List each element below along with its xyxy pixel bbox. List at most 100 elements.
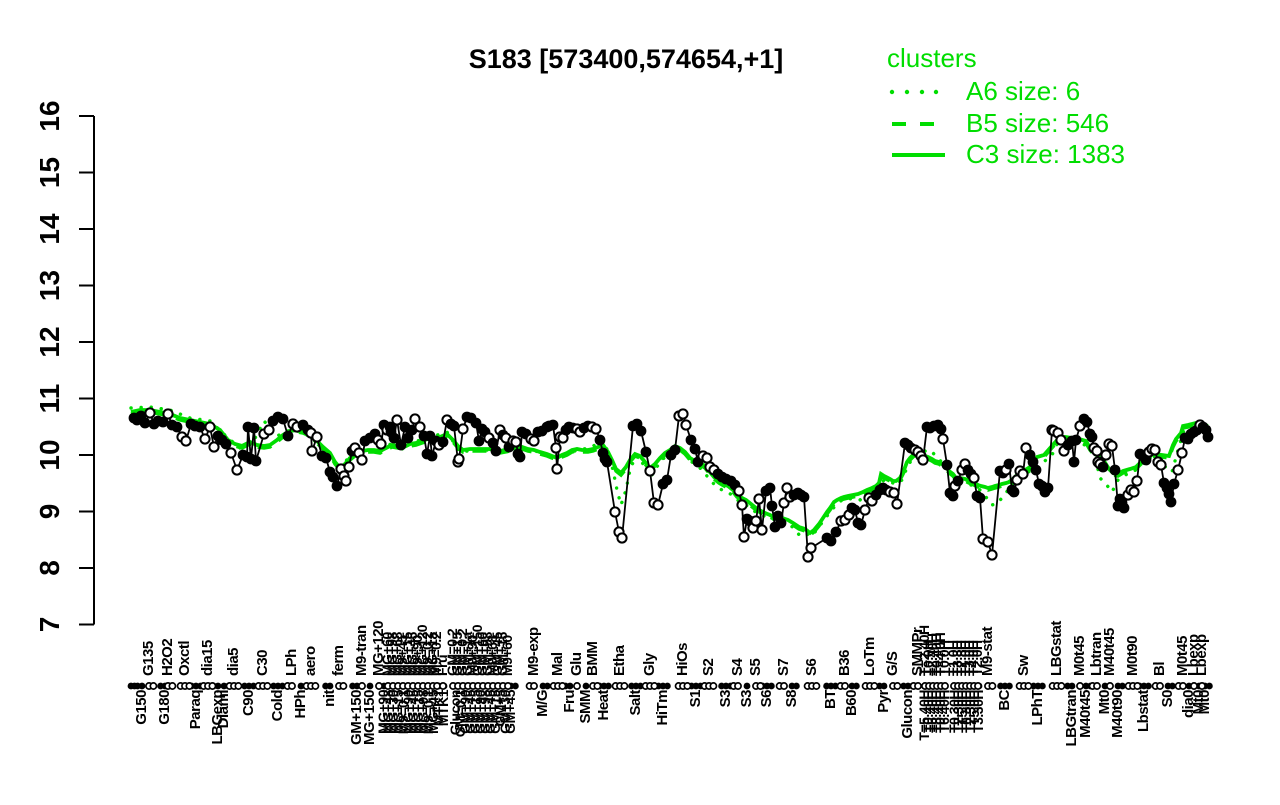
svg-text:T0.30H: T0.30H bbox=[946, 690, 962, 733]
svg-text:M9-exp: M9-exp bbox=[525, 627, 542, 676]
svg-text:M9=0.2: M9=0.2 bbox=[419, 631, 435, 676]
svg-text:M0t45: M0t45 bbox=[1174, 636, 1191, 676]
svg-text:LPh: LPh bbox=[283, 649, 300, 676]
svg-text:T0.0H: T0.0H bbox=[936, 640, 952, 676]
svg-text:M9-stat: M9-stat bbox=[979, 626, 996, 676]
svg-text:S0: S0 bbox=[1159, 690, 1176, 708]
svg-text:GM+90: GM+90 bbox=[472, 689, 488, 734]
svg-text:T1.0H: T1.0H bbox=[945, 640, 961, 676]
svg-text:MG+45: MG+45 bbox=[425, 689, 441, 734]
svg-text:T2.0H: T2.0H bbox=[969, 640, 985, 676]
svg-text:14: 14 bbox=[34, 213, 65, 245]
svg-text:HiTm: HiTm bbox=[654, 690, 671, 726]
svg-text:MG+60: MG+60 bbox=[379, 631, 395, 676]
svg-text:C90: C90 bbox=[240, 690, 257, 716]
svg-text:Glucon: Glucon bbox=[899, 690, 916, 739]
svg-text:MG+98: MG+98 bbox=[384, 631, 400, 676]
svg-text:MG+98: MG+98 bbox=[415, 689, 431, 734]
svg-text:S8: S8 bbox=[783, 690, 800, 708]
svg-text:GM=0.2: GM=0.2 bbox=[454, 628, 470, 676]
svg-text:Lbtran: Lbtran bbox=[1088, 632, 1105, 676]
svg-text:LBGexp: LBGexp bbox=[209, 690, 226, 745]
svg-text:MG+45: MG+45 bbox=[404, 631, 420, 676]
svg-text:MG+120: MG+120 bbox=[370, 621, 387, 676]
svg-text:GM+150: GM+150 bbox=[348, 690, 365, 745]
svg-text:nit: nit bbox=[321, 689, 338, 706]
svg-text:M9=0.1: M9=0.1 bbox=[420, 689, 436, 734]
svg-text:T2.8H: T2.8H bbox=[953, 640, 969, 676]
svg-text:Fru: Fru bbox=[561, 690, 578, 713]
svg-text:LBGstat: LBGstat bbox=[1048, 621, 1065, 676]
svg-text:GM+15: GM+15 bbox=[487, 689, 503, 734]
svg-text:MG+15: MG+15 bbox=[390, 689, 406, 734]
svg-text:T3.8H: T3.8H bbox=[949, 640, 965, 676]
svg-text:T=5.40H: T=5.40H bbox=[916, 690, 932, 741]
svg-text:GM+45: GM+45 bbox=[502, 689, 518, 734]
svg-text:MG+30: MG+30 bbox=[385, 689, 401, 734]
svg-text:GM=0.2: GM=0.2 bbox=[444, 628, 460, 676]
svg-text:LBGtran: LBGtran bbox=[1063, 690, 1080, 747]
svg-text:16: 16 bbox=[34, 100, 65, 131]
svg-text:clusters: clusters bbox=[887, 43, 977, 73]
svg-text:ferm: ferm bbox=[330, 645, 347, 676]
svg-text:LPhT: LPhT bbox=[1029, 690, 1046, 726]
svg-text:9: 9 bbox=[34, 504, 65, 520]
svg-text:GM+150: GM+150 bbox=[469, 624, 485, 676]
svg-text:M/G: M/G bbox=[534, 690, 551, 717]
svg-text:Lbexp: Lbexp bbox=[1193, 634, 1210, 676]
svg-text:Diami: Diami bbox=[215, 690, 232, 729]
svg-text:T2.30H: T2.30H bbox=[950, 690, 966, 733]
svg-text:Pyr: Pyr bbox=[875, 689, 892, 712]
svg-text:Bl: Bl bbox=[1151, 662, 1168, 676]
svg-text:Fru: Fru bbox=[434, 655, 450, 676]
svg-text:T=2.40H: T=2.40H bbox=[916, 625, 932, 676]
svg-text:M40t90: M40t90 bbox=[1109, 690, 1126, 738]
svg-text:T0.40H: T0.40H bbox=[932, 690, 948, 733]
svg-text:MG+90: MG+90 bbox=[400, 689, 416, 734]
svg-text:M40t45: M40t45 bbox=[1077, 690, 1094, 738]
svg-text:aero: aero bbox=[302, 646, 319, 676]
svg-text:GM+45: GM+45 bbox=[462, 689, 478, 734]
svg-text:M9+68: M9+68 bbox=[484, 635, 500, 676]
svg-text:T1.0H: T1.0H bbox=[957, 640, 973, 676]
svg-text:BC: BC bbox=[996, 689, 1013, 710]
svg-text:T6.40H: T6.40H bbox=[936, 690, 952, 733]
svg-text:T5.0H: T5.0H bbox=[966, 690, 982, 726]
svg-text:M9+90: M9+90 bbox=[409, 635, 425, 676]
svg-text:=2.40H: =2.40H bbox=[924, 633, 940, 676]
svg-text:T2.30H: T2.30H bbox=[962, 690, 978, 733]
svg-text:11: 11 bbox=[34, 384, 65, 414]
svg-text:B36: B36 bbox=[836, 650, 853, 676]
svg-text:GM+15: GM+15 bbox=[494, 631, 510, 676]
svg-text:Etha: Etha bbox=[611, 644, 628, 676]
svg-text:M9+90: M9+90 bbox=[464, 635, 480, 676]
svg-text:Mal: Mal bbox=[549, 652, 566, 676]
svg-text:H2O2: H2O2 bbox=[159, 639, 176, 676]
svg-text:GM=0.1: GM=0.1 bbox=[452, 689, 468, 737]
svg-text:MG+90: MG+90 bbox=[375, 689, 391, 734]
svg-text:MG+15: MG+15 bbox=[410, 689, 426, 734]
svg-text:A6 size: 6: A6 size: 6 bbox=[966, 76, 1080, 106]
svg-text:GM+60: GM+60 bbox=[474, 631, 490, 676]
svg-text:B60: B60 bbox=[843, 690, 860, 716]
svg-text:GM+45: GM+45 bbox=[482, 689, 498, 734]
svg-text:MG+120: MG+120 bbox=[414, 624, 430, 676]
svg-text:T0.40H: T0.40H bbox=[928, 633, 944, 676]
svg-text:Mt0: Mt0 bbox=[1190, 690, 1207, 714]
svg-text:Mt0: Mt0 bbox=[1096, 690, 1113, 714]
svg-text:13: 13 bbox=[34, 270, 65, 301]
svg-text:HiOs: HiOs bbox=[674, 643, 691, 676]
svg-text:GM+98: GM+98 bbox=[479, 631, 495, 676]
svg-text:T0.0H: T0.0H bbox=[920, 640, 936, 676]
svg-text:=5.40H: =5.40H bbox=[924, 690, 940, 733]
svg-text:S5: S5 bbox=[747, 658, 764, 676]
svg-text:S6: S6 bbox=[803, 658, 820, 676]
svg-text:LoTm: LoTm bbox=[861, 637, 878, 676]
svg-text:G180: G180 bbox=[156, 690, 173, 725]
svg-text:G150: G150 bbox=[133, 690, 150, 725]
svg-text:GM+98: GM+98 bbox=[477, 689, 493, 734]
svg-text:T3.30H: T3.30H bbox=[970, 690, 986, 733]
svg-text:S4: S4 bbox=[729, 657, 746, 676]
svg-text:M9+45: M9+45 bbox=[394, 635, 410, 676]
svg-text:GM+5: GM+5 bbox=[492, 689, 508, 726]
